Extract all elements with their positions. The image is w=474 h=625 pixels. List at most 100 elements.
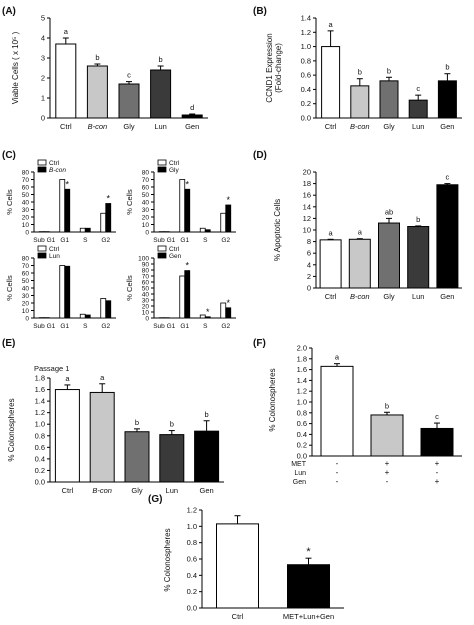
legend-label: Gly: [169, 167, 180, 174]
x-tick-label: Lun: [166, 486, 179, 495]
y-tick-label: 8: [307, 237, 311, 246]
y-tick-label: 0.4: [301, 85, 311, 94]
y-tick-label: 1.0: [187, 522, 197, 531]
y-tick-label: 50: [142, 192, 150, 199]
y-tick-label: 20: [22, 301, 30, 308]
x-tick-label: Ctrl: [232, 612, 244, 621]
x-tick-label: G1: [180, 323, 189, 330]
y-tick-label: 0: [25, 230, 29, 237]
bar: [408, 99, 428, 119]
y-axis-label: % Apoptotic Cells: [273, 199, 282, 261]
y-tick-label: 1.2: [297, 387, 307, 396]
condition-mark: -: [336, 468, 339, 477]
y-tick-label: 20: [142, 304, 150, 311]
x-tick-label: Lun: [412, 122, 425, 131]
y-tick-label: 0.4: [187, 571, 197, 580]
x-tick-label: G2: [101, 237, 110, 244]
y-tick-label: 40: [22, 286, 30, 293]
legend-swatch: [157, 166, 167, 173]
y-tick-label: 0: [145, 230, 149, 237]
y-axis-label: % Cells: [5, 189, 14, 215]
y-tick-label: 100: [138, 256, 149, 263]
y-tick-label: 0.6: [35, 443, 45, 452]
significance-letter: b: [358, 68, 362, 77]
x-tick-label: G1: [60, 237, 69, 244]
significance-letter: a: [335, 353, 340, 362]
significance-letter: d: [190, 103, 194, 112]
y-tick-label: 1.2: [35, 408, 45, 417]
significance-letter: b: [445, 63, 449, 72]
y-tick-label: 0: [307, 284, 311, 293]
y-tick-label: 40: [142, 200, 150, 207]
bar: [79, 227, 86, 233]
bar: [194, 430, 220, 483]
panel-g: (G) 0.0 0.2 0.4 0.6 0.8 1.0 1.2 Ctrl * MET+Lun+Gen…: [148, 494, 344, 621]
bar: [159, 434, 185, 483]
condition-label: MET: [291, 461, 307, 468]
y-tick-label: 0.0: [35, 478, 45, 487]
y-tick-label: 70: [22, 263, 30, 270]
bar: [100, 212, 107, 233]
panel-d: (D) 0 2 4 6 8 10 12 14 16 18 20 a Ctrl a B-con ab Gly b Lun…: [253, 150, 462, 301]
bar: [79, 313, 86, 319]
condition-mark: +: [385, 459, 390, 468]
y-tick-label: 10: [22, 222, 30, 229]
bar: [319, 239, 342, 289]
condition-label: Gen: [293, 479, 306, 486]
y-tick-label: 70: [22, 177, 30, 184]
significance-letter: c: [127, 71, 131, 80]
significance-star: *: [185, 179, 189, 189]
y-tick-label: 10: [303, 226, 311, 235]
legend-swatch: [37, 252, 47, 259]
panel-b: (B) 0.0 0.2 0.4 0.6 0.8 1.0 1.2 1.4 a Ctrl b B-con b G…: [253, 6, 462, 131]
bar: [64, 188, 71, 233]
x-tick-label: Gly: [123, 122, 135, 131]
y-tick-label: 14: [303, 202, 311, 211]
significance-letter: c: [446, 173, 450, 182]
bar: [54, 389, 80, 483]
y-tick-label: 50: [22, 278, 30, 285]
y-tick-label: 80: [142, 170, 150, 177]
legend-swatch: [157, 252, 167, 259]
y-tick-label: 10: [22, 308, 30, 315]
y-tick-label: 1.8: [35, 374, 45, 383]
x-tick-label: Sub G1: [153, 237, 175, 244]
x-tick-label: B-con: [350, 122, 370, 131]
x-tick-label: Gly: [131, 486, 143, 495]
y-tick-label: 1.6: [35, 385, 45, 394]
panel-label: (F): [253, 338, 266, 349]
y-tick-label: 1.2: [301, 28, 311, 37]
x-tick-label: B-con: [92, 486, 112, 495]
y-tick-label: 0.0: [187, 604, 197, 613]
x-tick-label: B-con: [350, 292, 370, 301]
significance-letter: a: [64, 27, 69, 36]
y-tick-label: 30: [22, 293, 30, 300]
y-tick-label: 0.2: [297, 441, 307, 450]
y-tick-label: 80: [142, 268, 150, 275]
legend-label: Ctrl: [49, 246, 60, 253]
y-tick-label: 20: [303, 168, 311, 177]
significance-letter: b: [416, 215, 420, 224]
bar: [179, 179, 186, 233]
y-tick-label: 0.2: [187, 587, 197, 596]
bar: [204, 316, 211, 319]
subtitle: Passage 1: [34, 364, 69, 373]
panel-label: (D): [253, 150, 267, 161]
x-tick-label: Ctrl: [60, 122, 72, 131]
bar: [184, 188, 191, 233]
x-tick-label: S: [83, 323, 88, 330]
y-axis-label: % Cells: [125, 275, 134, 301]
significance-letter: a: [358, 228, 363, 237]
y-tick-label: 0.0: [301, 114, 311, 123]
y-tick-label: 0.2: [301, 99, 311, 108]
bar: [84, 314, 91, 319]
significance-letter: b: [95, 53, 99, 62]
x-tick-label: G2: [221, 237, 230, 244]
y-tick-label: 2.0: [297, 344, 307, 353]
legend-swatch: [157, 245, 167, 252]
y-axis-label: CCND1 Expression(Fold-change): [265, 33, 283, 102]
bar: [100, 298, 107, 319]
y-tick-label: 1.0: [297, 398, 307, 407]
